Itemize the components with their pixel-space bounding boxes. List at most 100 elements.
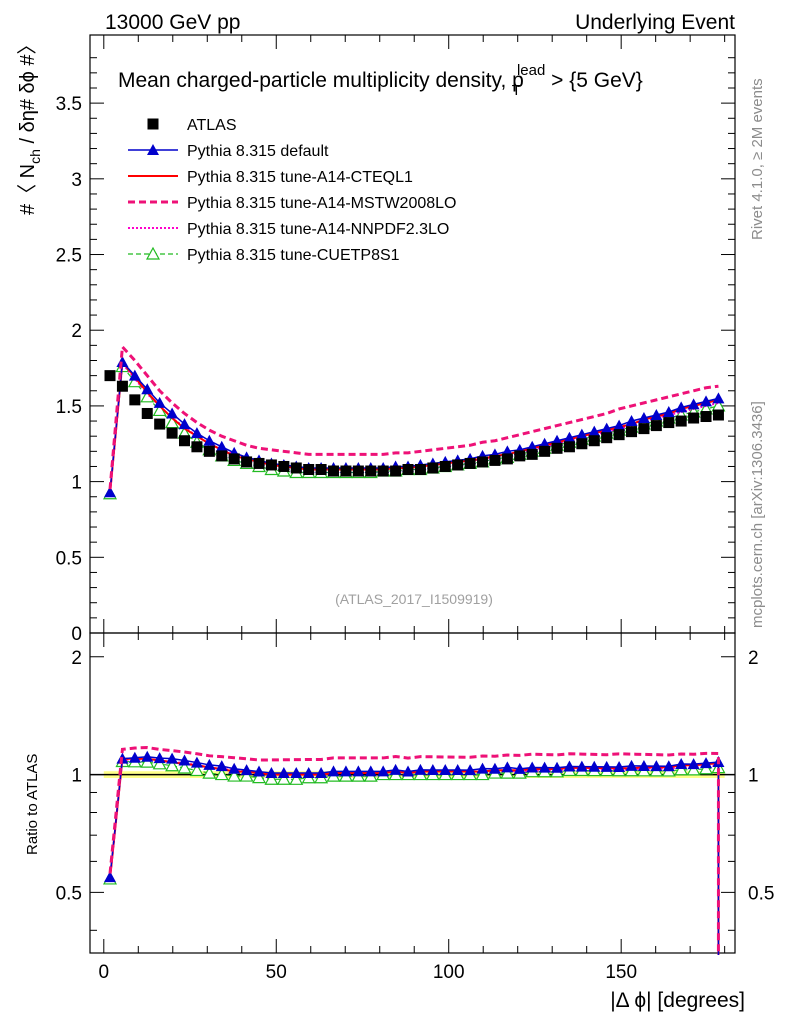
ratio-line-pythia-8-315-tune-a14-cteql1 — [109, 757, 720, 955]
data-point-pythia-8-315-default — [687, 398, 700, 410]
ratio-point-pythia-8-315-default — [501, 761, 514, 773]
ratio-point-pythia-8-315-tune-cuetp8s1 — [189, 763, 204, 777]
y-axis-label-tail: / δη# δϕ #〉 — [17, 34, 39, 149]
ratio-point-pythia-8-315-default — [637, 759, 650, 771]
chart-title-main: Mean charged-particle multiplicity densi… — [118, 69, 524, 92]
ratio-point-pythia-8-315-default — [327, 765, 340, 777]
ratio-point-pythia-8-315-tune-cuetp8s1 — [202, 765, 217, 779]
ratio-point-pythia-8-315-tune-cuetp8s1 — [152, 756, 167, 770]
data-point-atlas — [688, 412, 700, 424]
ratio-y-axis-label: Ratio to ATLAS — [24, 754, 41, 855]
data-point-atlas — [290, 462, 302, 474]
ratio-point-pythia-8-315-default — [551, 761, 564, 773]
data-point-atlas — [427, 462, 439, 474]
ratio-point-pythia-8-315-tune-cuetp8s1 — [686, 762, 701, 776]
ratio-point-pythia-8-315-default — [414, 763, 427, 775]
data-point-atlas — [712, 409, 724, 421]
y-tick-label: 1 — [71, 473, 82, 494]
data-point-pythia-8-315-default — [712, 392, 725, 404]
data-point-pythia-8-315-default — [166, 407, 179, 419]
data-point-atlas — [452, 459, 464, 471]
data-point-atlas — [514, 450, 526, 462]
ratio-panel: 0 50 100 150 0.5 0.5 1 1 2 2 Ratio to ATLAS — [24, 632, 774, 983]
ratio-point-pythia-8-315-default — [141, 750, 154, 762]
data-point-atlas — [489, 454, 501, 466]
ratio-frame — [89, 632, 736, 954]
ratio-point-pythia-8-315-tune-cuetp8s1 — [289, 772, 304, 785]
data-point-pythia-8-315-default — [613, 419, 626, 431]
data-point-atlas — [241, 456, 253, 468]
ratio-point-pythia-8-315-tune-cuetp8s1 — [276, 772, 291, 785]
x-tick-label: 100 — [433, 962, 465, 983]
data-point-pythia-8-315-default — [128, 369, 141, 381]
y-tick-label: 0 — [71, 624, 82, 645]
data-point-atlas — [563, 441, 575, 453]
ratio-series-pythia-8-315-default — [104, 750, 725, 955]
ratio-point-pythia-8-315-tune-cuetp8s1 — [252, 770, 267, 784]
data-point-atlas — [154, 418, 166, 430]
ratio-point-pythia-8-315-default — [439, 763, 452, 775]
data-point-pythia-8-315-default — [203, 434, 216, 446]
data-point-atlas — [402, 463, 414, 475]
y-axis-label-sub: ch — [27, 149, 43, 164]
data-point-atlas — [216, 450, 228, 462]
data-point-pythia-8-315-default — [588, 425, 601, 437]
ratio-series-pythia-8-315-tune-a14-mstw2008lo — [108, 746, 720, 955]
data-point-atlas — [315, 463, 327, 475]
data-point-atlas — [166, 427, 178, 439]
data-point-atlas — [501, 453, 513, 465]
legend-label-pythia-8-315-tune-cuetp8s1: Pythia 8.315 tune-CUETP8S1 — [187, 247, 400, 264]
data-point-atlas — [253, 457, 265, 469]
data-point-atlas — [179, 435, 191, 447]
series-pythia-8-315-tune-a14-mstw2008lo — [108, 343, 719, 490]
ratio-line-pythia-8-315-tune-cuetp8s1 — [109, 760, 720, 955]
x-tick-label: 50 — [266, 962, 287, 983]
y-axis-label-main: #〈 N — [17, 164, 39, 215]
ratio-point-pythia-8-315-default — [277, 767, 290, 779]
ratio-point-pythia-8-315-default — [675, 757, 688, 769]
ratio-point-pythia-8-315-tune-cuetp8s1 — [214, 767, 229, 781]
data-point-atlas — [352, 465, 364, 477]
ratio-y-tick-label-right: 0.5 — [748, 883, 774, 904]
ratio-series-pythia-8-315-tune-a14-nnpdf2-3lo — [109, 758, 720, 955]
data-point-pythia-8-315-default — [625, 415, 638, 427]
chart-title-sub: T — [512, 82, 521, 99]
data-point-pythia-8-315-default — [153, 396, 166, 408]
ratio-point-pythia-8-315-default — [389, 763, 402, 775]
rivet-label: Rivet 4.1.0, ≥ 2M events — [749, 78, 766, 240]
data-point-atlas — [340, 465, 352, 477]
data-point-pythia-8-315-default — [575, 428, 588, 440]
data-point-pythia-8-315-default — [563, 431, 576, 443]
ratio-point-pythia-8-315-default — [700, 757, 713, 769]
y-tick-label: 2 — [71, 321, 82, 342]
y-tick-label: 2.5 — [56, 246, 82, 267]
ratio-point-pythia-8-315-tune-cuetp8s1 — [227, 768, 242, 782]
ratio-point-pythia-8-315-default — [228, 762, 241, 774]
ratio-point-pythia-8-315-default — [488, 762, 501, 774]
data-point-atlas — [141, 407, 153, 419]
ratio-line-pythia-8-315-default — [109, 756, 720, 955]
data-point-atlas — [650, 420, 662, 432]
data-point-atlas — [377, 465, 389, 477]
data-point-pythia-8-315-default — [141, 383, 154, 395]
data-point-atlas — [116, 380, 128, 392]
data-point-pythia-8-315-default — [637, 412, 650, 424]
ratio-point-pythia-8-315-default — [575, 760, 588, 772]
data-point-pythia-8-315-default — [178, 418, 191, 430]
chart-title-sup: lead — [517, 62, 545, 79]
data-point-pythia-8-315-default — [650, 408, 663, 420]
ratio-point-pythia-8-315-tune-cuetp8s1 — [475, 767, 490, 781]
data-point-pythia-8-315-default — [700, 395, 713, 407]
data-point-atlas — [477, 456, 489, 468]
ratio-point-pythia-8-315-default — [203, 758, 216, 770]
ratio-point-pythia-8-315-tune-cuetp8s1 — [165, 758, 180, 772]
data-point-atlas — [365, 465, 377, 477]
legend-marker-atlas — [147, 118, 159, 130]
main-panel: 0 0.5 1 1.5 2 2.5 3 3.5 Mean charged-particle m… — [17, 34, 736, 645]
data-point-atlas — [191, 441, 203, 453]
x-tick-label: 0 — [99, 962, 110, 983]
header-right: Underlying Event — [575, 11, 735, 34]
ratio-point-pythia-8-315-default — [402, 765, 415, 777]
y-axis-label: #〈 Nch / δη# δϕ #〉 — [17, 34, 43, 215]
